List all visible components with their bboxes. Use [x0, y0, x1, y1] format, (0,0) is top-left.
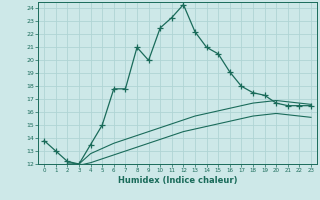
- X-axis label: Humidex (Indice chaleur): Humidex (Indice chaleur): [118, 176, 237, 185]
